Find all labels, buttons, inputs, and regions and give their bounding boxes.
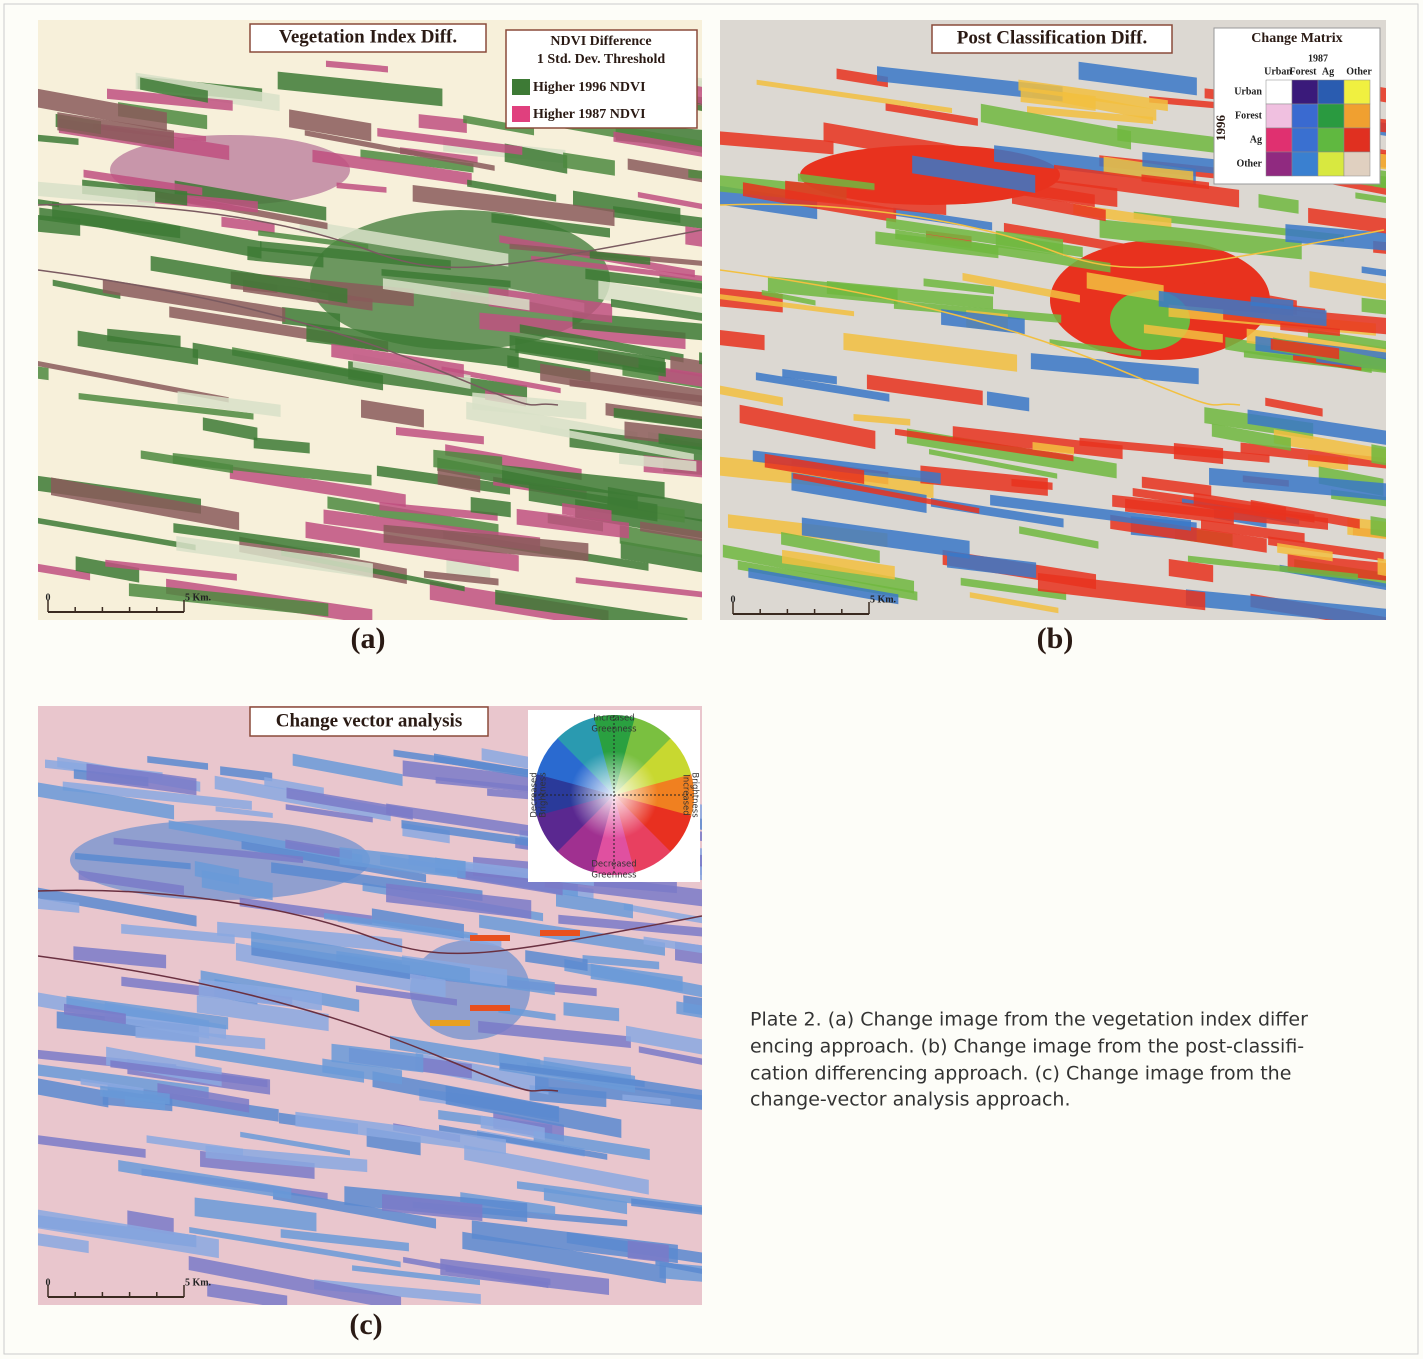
matrix-cell xyxy=(1318,128,1344,152)
legend-item: Higher 1996 NDVI xyxy=(533,80,646,95)
matrix-cell xyxy=(1266,128,1292,152)
matrix-cell xyxy=(1344,80,1370,104)
matrix-row: Forest xyxy=(1235,110,1263,121)
map-patch xyxy=(430,1020,470,1026)
matrix-title: Change Matrix xyxy=(1251,31,1342,46)
row-axis: 1996 xyxy=(1213,115,1228,142)
matrix-cell xyxy=(1266,152,1292,176)
panel-label: (b) xyxy=(1037,622,1074,655)
caption-line: cation differencing approach. (c) Change… xyxy=(750,1063,1291,1085)
legend-swatch xyxy=(512,79,530,95)
wheel-label: Decreased xyxy=(591,860,636,870)
scale-label: 5 Km. xyxy=(185,592,212,603)
color-wheel xyxy=(534,715,694,875)
wheel-label: Greenness xyxy=(591,871,637,881)
wheel-label: Brightness xyxy=(690,772,700,818)
scale-label: 0 xyxy=(731,594,736,605)
matrix-cell xyxy=(1318,104,1344,128)
matrix-cell xyxy=(1266,80,1292,104)
matrix-column: Forest xyxy=(1289,66,1317,77)
matrix-column: Ag xyxy=(1322,66,1334,77)
matrix-cell xyxy=(1292,128,1318,152)
map-patch xyxy=(540,930,580,936)
map-patch xyxy=(470,935,510,941)
panel-label: (c) xyxy=(349,1308,382,1341)
panel-title: Vegetation Index Diff. xyxy=(279,26,457,47)
matrix-column: Other xyxy=(1346,66,1372,77)
scale-label: 0 xyxy=(46,592,51,603)
map-patch xyxy=(470,1005,510,1011)
wheel-label: Greenness xyxy=(591,725,637,735)
matrix-cell xyxy=(1344,152,1370,176)
panel-title: Post Classification Diff. xyxy=(957,27,1148,48)
wheel-label: Increased xyxy=(593,714,634,724)
map-patch xyxy=(699,855,758,872)
matrix-row: Other xyxy=(1236,158,1262,169)
scale-label: 5 Km. xyxy=(870,594,897,605)
scale-label: 0 xyxy=(46,1277,51,1288)
matrix-cell xyxy=(1344,128,1370,152)
caption-line: Plate 2. (a) Change image from the veget… xyxy=(750,1009,1308,1031)
matrix-cell xyxy=(1292,152,1318,176)
matrix-row: Ag xyxy=(1250,134,1262,145)
legend-swatch xyxy=(512,106,530,122)
matrix-column: Urban xyxy=(1264,66,1292,77)
wheel-label: Brightness xyxy=(539,772,549,818)
legend-item: Higher 1987 NDVI xyxy=(533,107,646,122)
panel-label: (a) xyxy=(351,622,386,655)
matrix-cell xyxy=(1292,80,1318,104)
matrix-cell xyxy=(1292,104,1318,128)
legend-title: 1 Std. Dev. Threshold xyxy=(537,52,665,67)
matrix-cell xyxy=(1318,80,1344,104)
matrix-cell xyxy=(1344,104,1370,128)
map-patch xyxy=(675,942,880,989)
map-patch xyxy=(697,804,764,830)
scale-label: 5 Km. xyxy=(185,1277,212,1288)
panel-title: Change vector analysis xyxy=(276,710,462,731)
caption-line: encing approach. (b) Change image from t… xyxy=(750,1036,1304,1058)
caption-line: change-vector analysis approach. xyxy=(750,1089,1071,1111)
matrix-cell xyxy=(1266,104,1292,128)
wheel-label: Increased xyxy=(681,774,691,815)
matrix-row: Urban xyxy=(1234,86,1262,97)
matrix-cell xyxy=(1318,152,1344,176)
legend-title: NDVI Difference xyxy=(550,34,651,49)
column-axis: 1987 xyxy=(1308,53,1328,64)
plate: Vegetation Index Diff. NDVI Difference 1… xyxy=(0,0,1423,1359)
